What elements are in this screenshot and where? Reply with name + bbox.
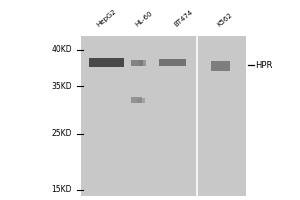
Text: K562: K562 <box>217 12 234 28</box>
Text: HepG2: HepG2 <box>95 8 117 28</box>
Text: HPR: HPR <box>255 60 272 70</box>
Text: 35KD: 35KD <box>51 82 72 90</box>
Bar <box>211 61 230 71</box>
Text: 15KD: 15KD <box>52 186 72 194</box>
Text: 40KD: 40KD <box>51 46 72 54</box>
Bar <box>139 60 146 66</box>
Bar <box>131 97 142 103</box>
Bar <box>81 36 246 196</box>
Bar <box>89 58 124 67</box>
Text: HL-60: HL-60 <box>134 10 154 28</box>
Bar <box>137 98 145 102</box>
Bar <box>159 59 186 66</box>
Text: BT474: BT474 <box>173 9 194 28</box>
Text: 25KD: 25KD <box>52 130 72 138</box>
Bar <box>130 60 142 66</box>
